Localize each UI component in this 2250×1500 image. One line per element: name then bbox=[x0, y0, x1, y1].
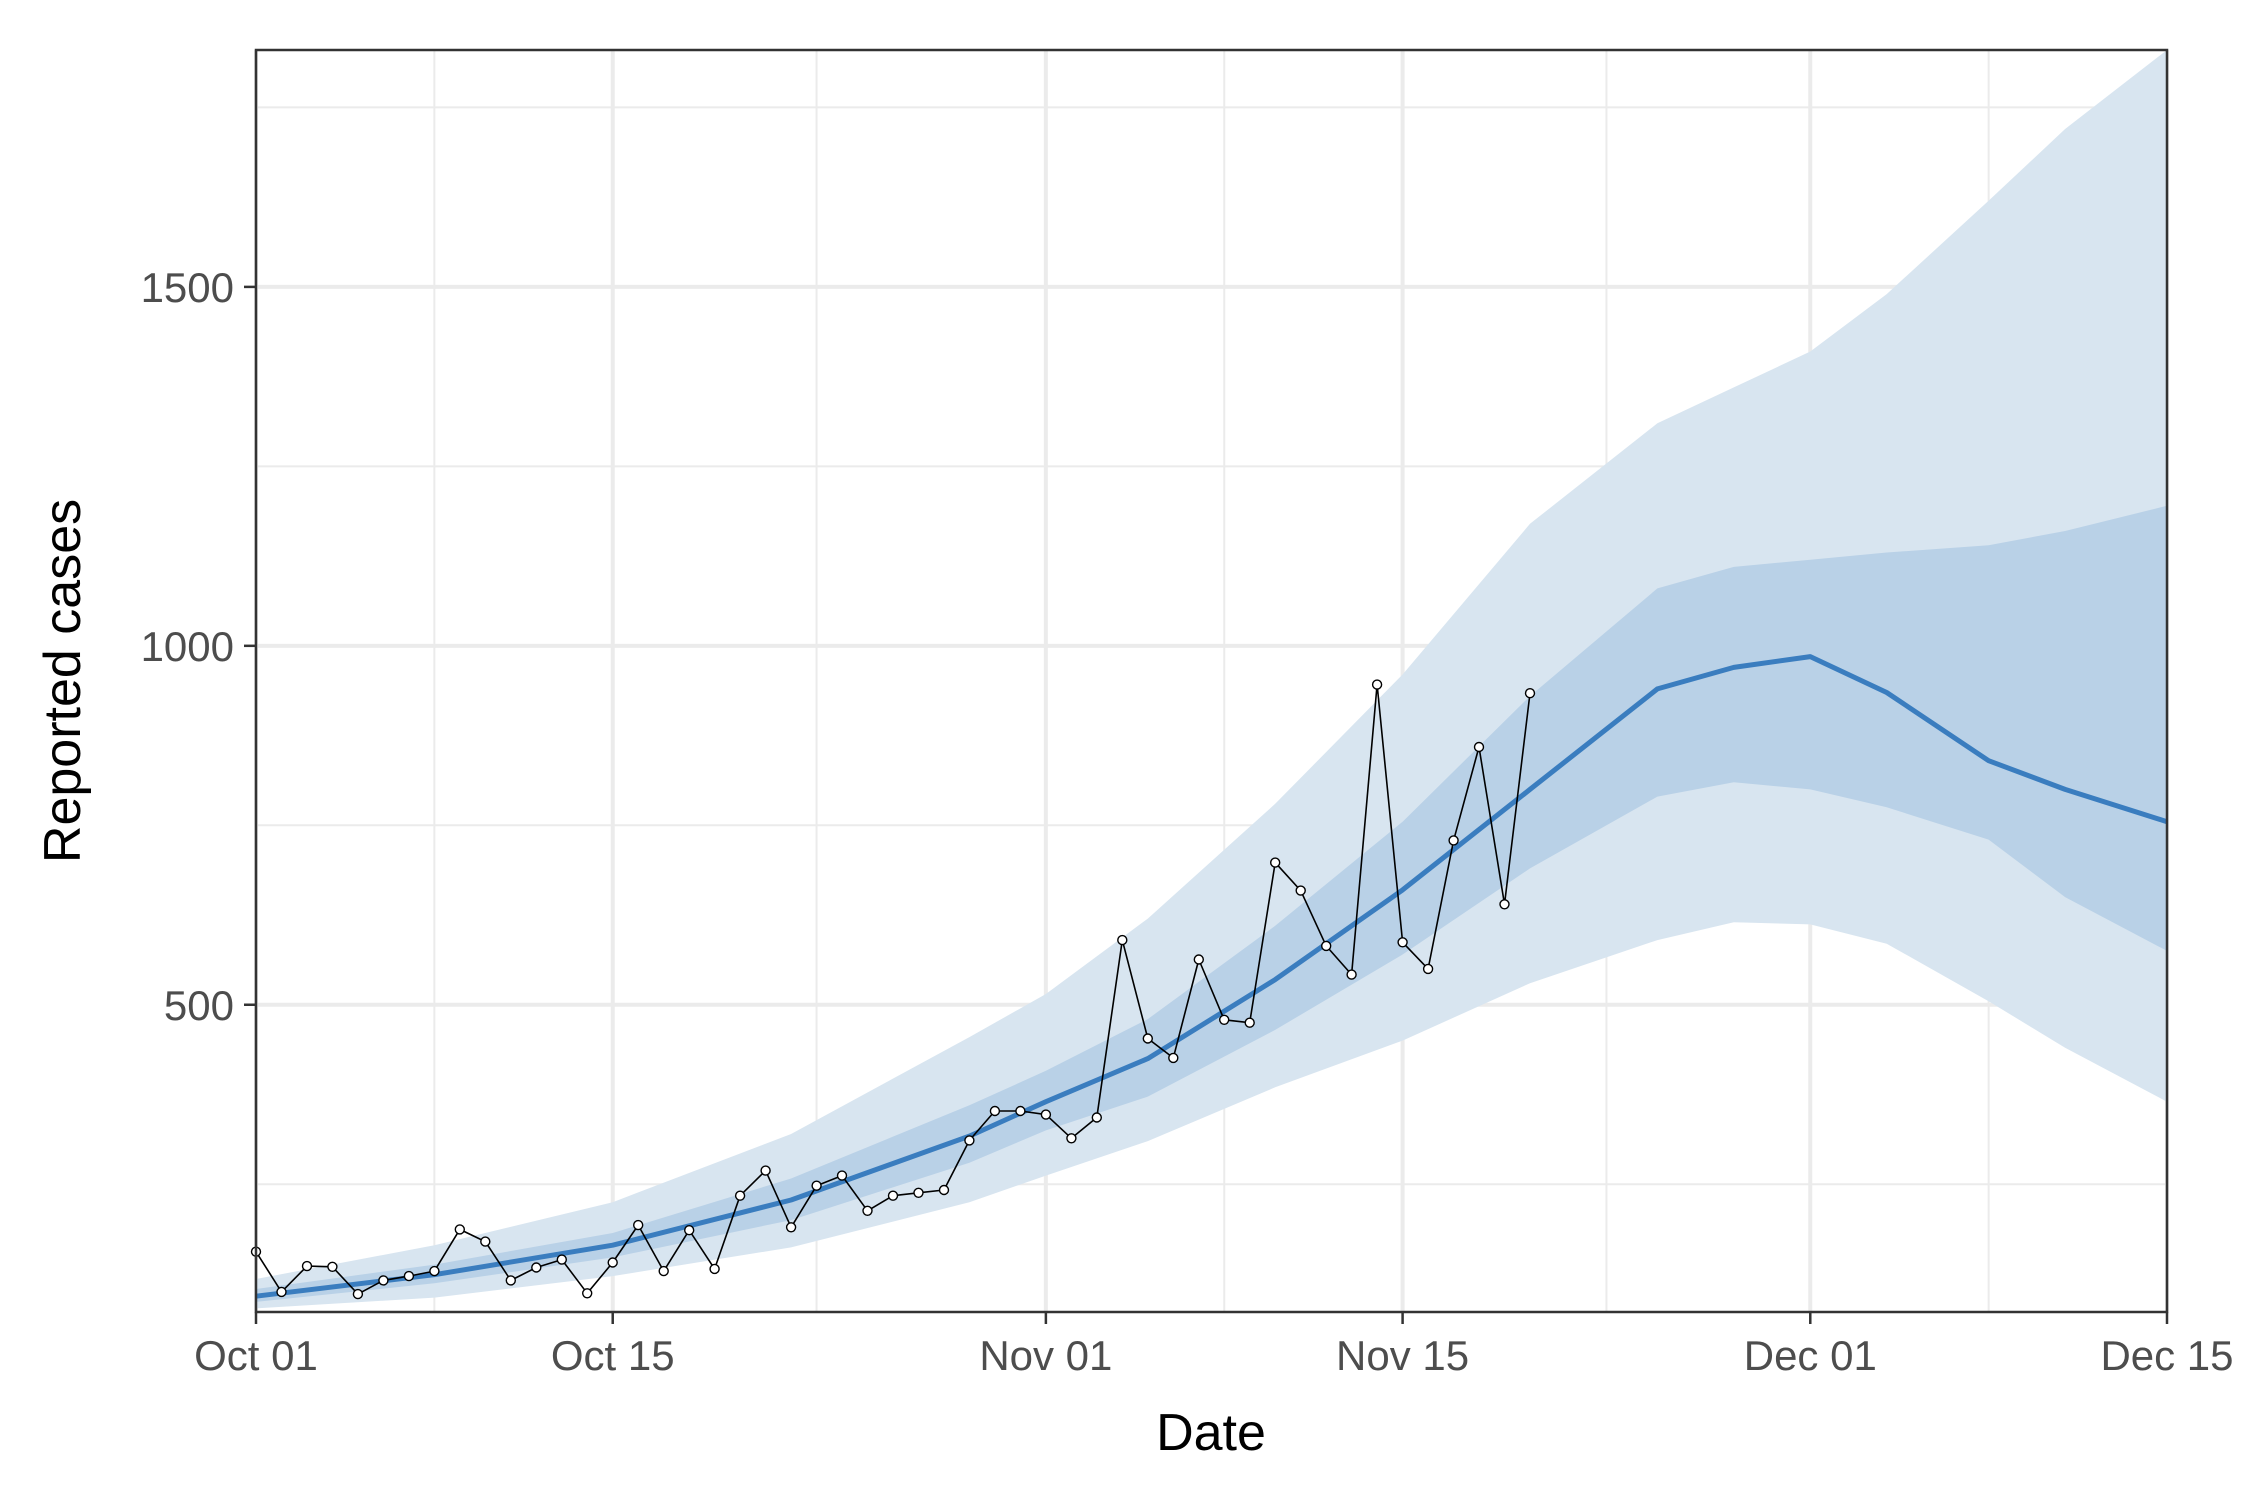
median-line-group bbox=[255, 654, 2168, 1299]
observed-point bbox=[734, 1190, 746, 1201]
x-tick-label: Dec 01 bbox=[1744, 1332, 1877, 1379]
observed-point bbox=[1244, 1017, 1255, 1028]
observed-point bbox=[938, 1184, 950, 1196]
observed-point bbox=[862, 1205, 873, 1217]
forecast-bands bbox=[256, 50, 2167, 1309]
x-axis-title: Date bbox=[1156, 1404, 1266, 1462]
observed-point bbox=[913, 1187, 924, 1199]
observed-point bbox=[1371, 679, 1383, 690]
observed-point bbox=[378, 1275, 389, 1286]
observed-point bbox=[811, 1180, 822, 1191]
observed-point bbox=[1295, 885, 1306, 896]
panel-border bbox=[254, 48, 2169, 1314]
axis-tick-labels: Oct 01 Oct 15 Nov 01 Nov 15 Dec 01 Dec 15 500 1… bbox=[141, 264, 2234, 1379]
observed-point bbox=[964, 1135, 975, 1146]
x-tick-label: Nov 15 bbox=[1336, 1332, 1469, 1379]
observed-point bbox=[836, 1170, 848, 1181]
observed-point bbox=[607, 1257, 618, 1268]
observed-point bbox=[658, 1265, 669, 1277]
observed-point bbox=[1015, 1105, 1026, 1117]
observed-point bbox=[887, 1190, 899, 1201]
observed-point bbox=[276, 1286, 287, 1298]
x-tick-label: Oct 01 bbox=[194, 1332, 318, 1379]
interval-50-band bbox=[256, 505, 2167, 1302]
observed-point bbox=[1142, 1033, 1154, 1044]
observed-series bbox=[250, 679, 1536, 1300]
observed-point bbox=[480, 1236, 491, 1247]
x-tick-label: Oct 15 bbox=[551, 1332, 675, 1379]
x-tick-label: Dec 15 bbox=[2100, 1332, 2233, 1379]
observed-point bbox=[301, 1260, 313, 1272]
observed-point bbox=[1066, 1133, 1077, 1144]
observed-point bbox=[1269, 857, 1281, 868]
observed-point bbox=[785, 1222, 797, 1233]
observed-point bbox=[1218, 1014, 1230, 1025]
observed-point bbox=[760, 1165, 771, 1176]
observed-point bbox=[1117, 934, 1128, 946]
observed-point bbox=[556, 1254, 567, 1265]
observed-point bbox=[403, 1270, 415, 1282]
observed-point bbox=[1473, 741, 1485, 753]
observed-point bbox=[327, 1261, 338, 1273]
observed-point bbox=[1422, 963, 1434, 975]
observed-point bbox=[1499, 899, 1510, 910]
observed-point bbox=[1448, 835, 1459, 846]
observed-point bbox=[505, 1275, 516, 1286]
observed-point bbox=[1091, 1112, 1103, 1123]
y-axis-title: Reported cases bbox=[34, 499, 92, 863]
observed-point bbox=[989, 1105, 1001, 1117]
observed-point bbox=[1320, 940, 1332, 952]
observed-point bbox=[1397, 937, 1408, 948]
observed-point bbox=[1346, 969, 1357, 980]
median-line bbox=[255, 654, 2168, 1299]
observed-point bbox=[709, 1263, 720, 1275]
observed-point bbox=[352, 1288, 364, 1300]
y-tick-label: 500 bbox=[164, 982, 234, 1029]
axis-ticks bbox=[244, 285, 2169, 1324]
observed-point bbox=[1168, 1052, 1179, 1064]
observed-point bbox=[582, 1288, 593, 1299]
observed-point bbox=[531, 1262, 542, 1273]
x-tick-label: Nov 01 bbox=[979, 1332, 1112, 1379]
observed-point bbox=[1193, 954, 1205, 965]
observed-point bbox=[429, 1265, 440, 1277]
observed-point bbox=[1040, 1109, 1052, 1120]
observed-point bbox=[684, 1224, 695, 1236]
observed-point bbox=[633, 1219, 644, 1231]
y-tick-label: 1500 bbox=[141, 264, 234, 311]
observed-point bbox=[1524, 688, 1536, 699]
y-tick-label: 1000 bbox=[141, 623, 234, 670]
observed-point bbox=[454, 1224, 465, 1235]
